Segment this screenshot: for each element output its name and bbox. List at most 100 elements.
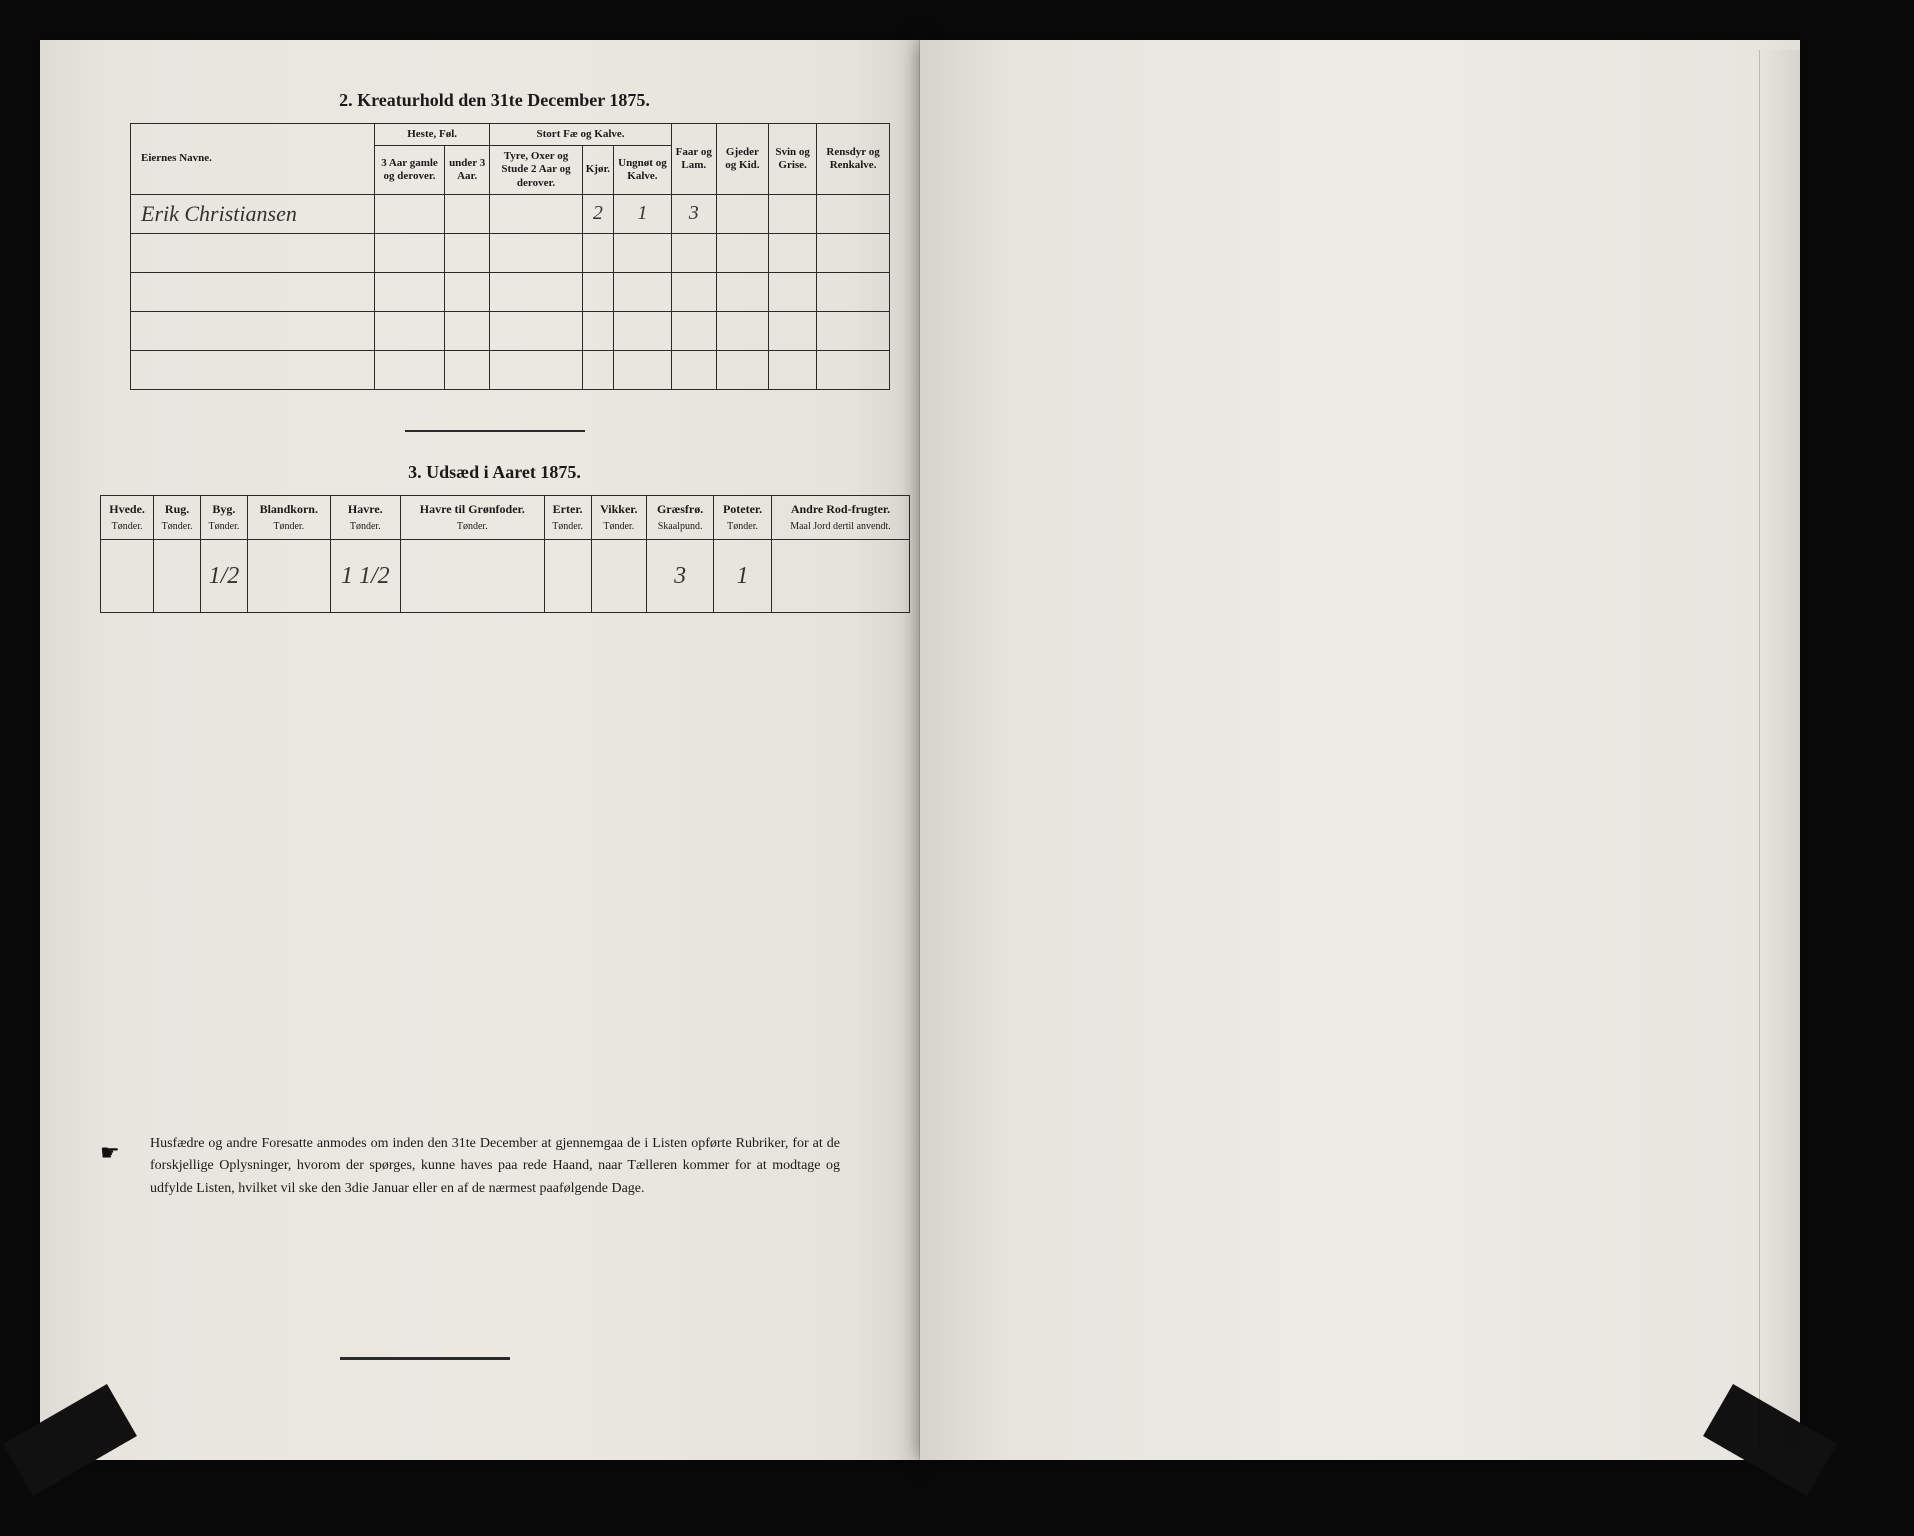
col-header: Havre.Tønder. xyxy=(330,495,400,540)
cell xyxy=(375,233,445,272)
col-header: Poteter.Tønder. xyxy=(714,495,772,540)
cell xyxy=(445,272,490,311)
col-header: Andre Rod-frugter.Maal Jord dertil anven… xyxy=(771,495,909,540)
cell xyxy=(247,540,330,613)
table-row xyxy=(131,272,890,311)
cell: 1 xyxy=(714,540,772,613)
livestock-table: Eiernes Navne. Heste, Føl. Stort Fæ og K… xyxy=(130,123,890,390)
cell xyxy=(582,233,613,272)
cell xyxy=(582,350,613,389)
cell xyxy=(445,233,490,272)
table-row: Erik Christiansen213 xyxy=(131,194,890,233)
cell xyxy=(716,350,768,389)
col-gjeder: Gjeder og Kid. xyxy=(716,124,768,195)
col-stort-c: Ungnøt og Kalve. xyxy=(614,146,672,195)
cell xyxy=(769,311,817,350)
cell xyxy=(614,272,672,311)
cell xyxy=(671,233,716,272)
divider xyxy=(405,430,585,432)
col-stort-a: Tyre, Oxer og Stude 2 Aar og derover. xyxy=(490,146,582,195)
cell xyxy=(817,233,890,272)
col-header: Blandkorn.Tønder. xyxy=(247,495,330,540)
table-row xyxy=(131,233,890,272)
footer-text: Husfædre og andre Foresatte anmodes om i… xyxy=(150,1136,840,1196)
col-header: Byg.Tønder. xyxy=(201,495,248,540)
col-stort-b: Kjør. xyxy=(582,146,613,195)
col-svin: Svin og Grise. xyxy=(769,124,817,195)
cell: 1 1/2 xyxy=(330,540,400,613)
cell xyxy=(375,194,445,233)
cell xyxy=(375,272,445,311)
cell xyxy=(817,350,890,389)
cell: 2 xyxy=(582,194,613,233)
col-heste-b: under 3 Aar. xyxy=(445,146,490,195)
cell xyxy=(817,311,890,350)
cell xyxy=(445,311,490,350)
cell xyxy=(614,311,672,350)
cell: 3 xyxy=(647,540,714,613)
cell xyxy=(716,311,768,350)
section2-title: 2. Kreaturhold den 31te December 1875. xyxy=(100,90,889,111)
cell xyxy=(490,272,582,311)
col-name: Eiernes Navne. xyxy=(131,124,375,195)
cell xyxy=(400,540,544,613)
cell xyxy=(614,233,672,272)
cell xyxy=(591,540,647,613)
col-header: Erter.Tønder. xyxy=(544,495,591,540)
col-faar: Faar og Lam. xyxy=(671,124,716,195)
cell xyxy=(582,272,613,311)
colgroup-heste: Heste, Føl. xyxy=(375,124,490,146)
col-header: Græsfrø.Skaalpund. xyxy=(647,495,714,540)
sowing-table: Hvede.Tønder.Rug.Tønder.Byg.Tønder.Bland… xyxy=(100,495,910,614)
cell xyxy=(490,311,582,350)
cell xyxy=(490,233,582,272)
book-spread: 2. Kreaturhold den 31te December 1875. E… xyxy=(40,40,1874,1496)
cell xyxy=(131,233,375,272)
col-rensdyr: Rensdyr og Renkalve. xyxy=(817,124,890,195)
cell: 1/2 xyxy=(201,540,248,613)
cell: 3 xyxy=(671,194,716,233)
table-row xyxy=(131,311,890,350)
cell xyxy=(445,194,490,233)
cell xyxy=(544,540,591,613)
table2-wrap: Eiernes Navne. Heste, Føl. Stort Fæ og K… xyxy=(130,123,890,390)
cell: Erik Christiansen xyxy=(131,194,375,233)
cell xyxy=(716,194,768,233)
cell xyxy=(445,350,490,389)
table3-wrap: Hvede.Tønder.Rug.Tønder.Byg.Tønder.Bland… xyxy=(100,495,910,614)
cell xyxy=(769,350,817,389)
section3-title: 3. Udsæd i Aaret 1875. xyxy=(100,462,889,483)
cell xyxy=(671,311,716,350)
cell xyxy=(769,272,817,311)
table-row xyxy=(131,350,890,389)
pointing-hand-icon: ☛ xyxy=(100,1135,120,1170)
colgroup-stortfae: Stort Fæ og Kalve. xyxy=(490,124,672,146)
cell xyxy=(490,194,582,233)
left-page: 2. Kreaturhold den 31te December 1875. E… xyxy=(40,40,920,1460)
cell xyxy=(131,350,375,389)
cell xyxy=(490,350,582,389)
bottom-rule xyxy=(340,1357,510,1360)
col-heste-a: 3 Aar gamle og derover. xyxy=(375,146,445,195)
page-clip-right xyxy=(1703,1384,1837,1496)
cell xyxy=(614,350,672,389)
cell xyxy=(375,311,445,350)
cell xyxy=(716,272,768,311)
cell xyxy=(769,194,817,233)
cell xyxy=(817,272,890,311)
col-header: Vikker.Tønder. xyxy=(591,495,647,540)
cell xyxy=(769,233,817,272)
cell xyxy=(771,540,909,613)
col-header: Hvede.Tønder. xyxy=(101,495,154,540)
cell xyxy=(131,272,375,311)
cell xyxy=(716,233,768,272)
cell xyxy=(375,350,445,389)
cell xyxy=(154,540,201,613)
footer-note: ☛ Husfædre og andre Foresatte anmodes om… xyxy=(150,1133,840,1200)
cell xyxy=(131,311,375,350)
right-page xyxy=(920,40,1800,1460)
page-clip-left xyxy=(3,1384,137,1496)
col-header: Rug.Tønder. xyxy=(154,495,201,540)
cell xyxy=(671,350,716,389)
cell xyxy=(582,311,613,350)
